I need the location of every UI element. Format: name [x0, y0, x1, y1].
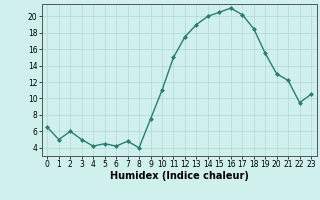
- X-axis label: Humidex (Indice chaleur): Humidex (Indice chaleur): [110, 171, 249, 181]
